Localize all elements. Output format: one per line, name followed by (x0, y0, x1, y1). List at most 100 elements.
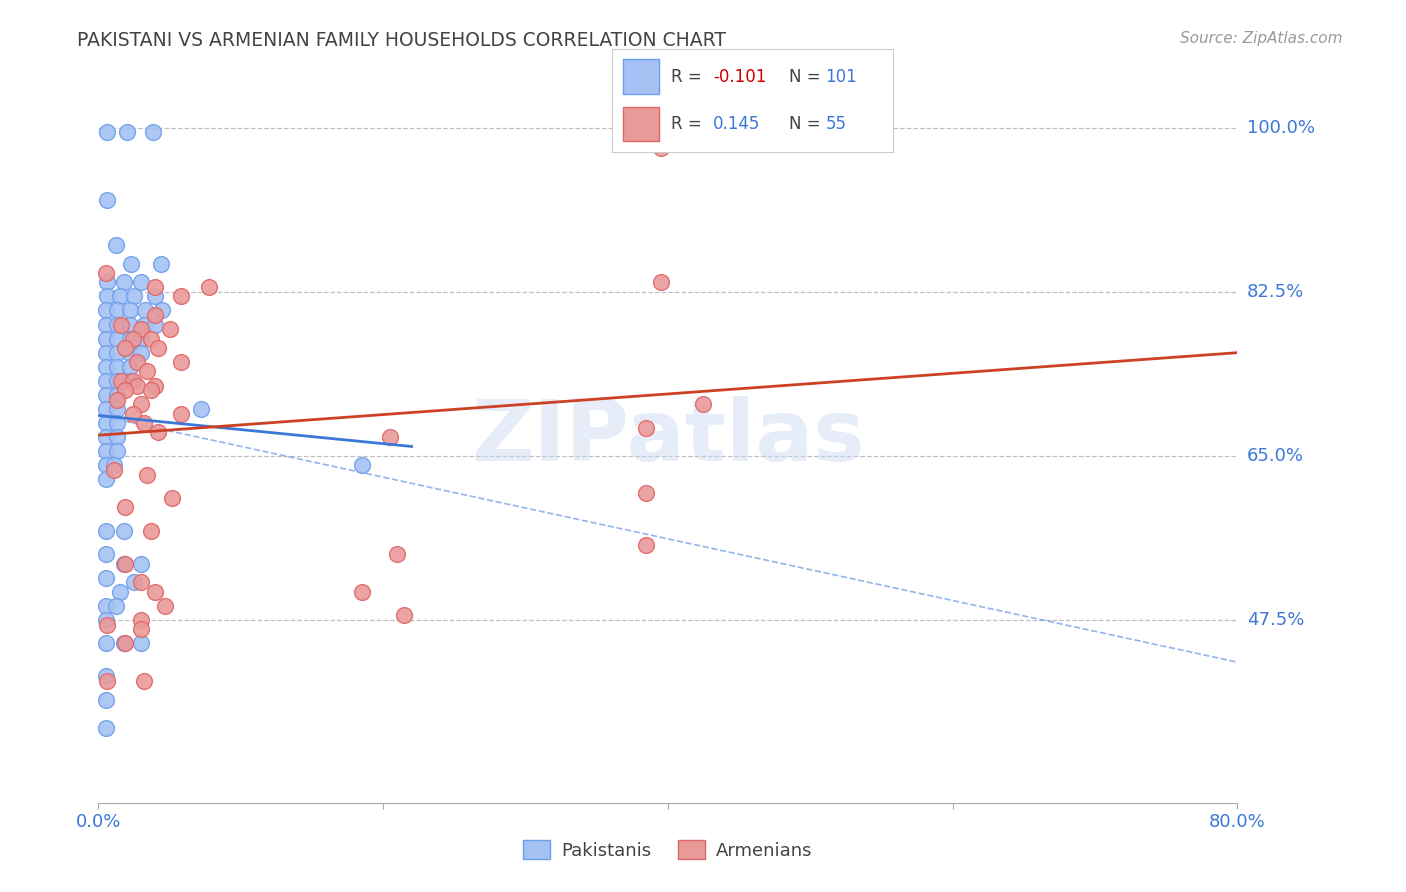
Point (94, 345, 117, 359)
Point (112, 557, 135, 571)
Point (125, 355, 148, 369)
Point (105, 444, 128, 458)
Point (118, 345, 141, 359)
Point (159, 322, 181, 336)
Point (129, 636, 152, 650)
Text: ZIPatlas: ZIPatlas (471, 395, 865, 479)
Point (139, 332, 162, 346)
Point (104, 237, 127, 252)
Point (129, 575, 152, 590)
Point (104, 599, 127, 613)
Point (135, 364, 157, 378)
Point (122, 289, 145, 303)
Point (94, 571, 117, 585)
Point (94, 266, 117, 280)
Text: 82.5%: 82.5% (1247, 283, 1305, 301)
Point (94, 472, 117, 486)
Point (94, 721, 117, 735)
Point (115, 125, 138, 139)
Point (105, 430, 128, 444)
Point (105, 401, 128, 416)
Point (105, 374, 128, 388)
Point (129, 613, 152, 627)
Point (105, 416, 128, 430)
Point (94, 374, 117, 388)
Point (114, 557, 136, 571)
Point (636, 538, 658, 552)
Point (105, 388, 128, 402)
Point (121, 374, 143, 388)
Point (94, 359, 117, 374)
Text: 65.0%: 65.0% (1247, 447, 1305, 465)
Point (170, 407, 193, 421)
Point (636, 486, 658, 500)
Point (387, 547, 409, 561)
Point (96, 125, 118, 139)
Point (125, 378, 148, 392)
Text: N =: N = (789, 68, 825, 86)
Point (108, 584, 131, 599)
Point (198, 280, 221, 294)
Point (114, 341, 136, 355)
Point (118, 318, 141, 332)
Point (121, 332, 143, 346)
Point (132, 673, 155, 688)
Bar (623, 106, 659, 141)
Point (134, 303, 156, 318)
Point (650, 276, 672, 290)
Text: Source: ZipAtlas.com: Source: ZipAtlas.com (1180, 31, 1343, 46)
Point (350, 458, 373, 473)
Point (110, 318, 132, 332)
Point (105, 332, 128, 346)
Point (105, 392, 128, 407)
Point (145, 318, 167, 332)
Point (105, 345, 128, 359)
Point (96, 673, 118, 688)
Point (150, 257, 173, 271)
Point (94, 636, 117, 650)
Point (94, 669, 117, 683)
Point (170, 289, 193, 303)
Point (118, 303, 141, 318)
Point (139, 524, 162, 538)
Point (120, 257, 142, 271)
Point (96, 276, 118, 290)
Point (110, 374, 132, 388)
Point (132, 416, 155, 430)
Point (145, 289, 167, 303)
Point (145, 378, 167, 392)
Point (162, 491, 184, 505)
Point (350, 584, 373, 599)
Point (190, 401, 212, 416)
Point (148, 425, 170, 440)
Point (105, 359, 128, 374)
Text: -0.101: -0.101 (713, 68, 766, 86)
Point (105, 318, 128, 332)
Point (94, 547, 117, 561)
Point (129, 397, 152, 411)
Point (112, 276, 135, 290)
Point (129, 557, 152, 571)
Point (94, 444, 117, 458)
Point (129, 322, 152, 336)
Point (148, 341, 170, 355)
Bar (623, 59, 659, 95)
Point (129, 332, 152, 346)
Point (145, 584, 167, 599)
Text: PAKISTANI VS ARMENIAN FAMILY HOUSEHOLDS CORRELATION CHART: PAKISTANI VS ARMENIAN FAMILY HOUSEHOLDS … (77, 31, 727, 50)
Text: 47.5%: 47.5% (1247, 611, 1305, 629)
Point (94, 401, 117, 416)
Point (141, 125, 163, 139)
Point (96, 193, 118, 207)
Point (94, 332, 117, 346)
Text: N =: N = (789, 115, 825, 133)
Point (103, 458, 125, 473)
Point (94, 416, 117, 430)
Point (394, 608, 416, 623)
Point (129, 623, 152, 637)
Point (118, 374, 141, 388)
Point (103, 463, 125, 477)
Point (118, 359, 141, 374)
Point (94, 430, 117, 444)
Point (121, 407, 143, 421)
